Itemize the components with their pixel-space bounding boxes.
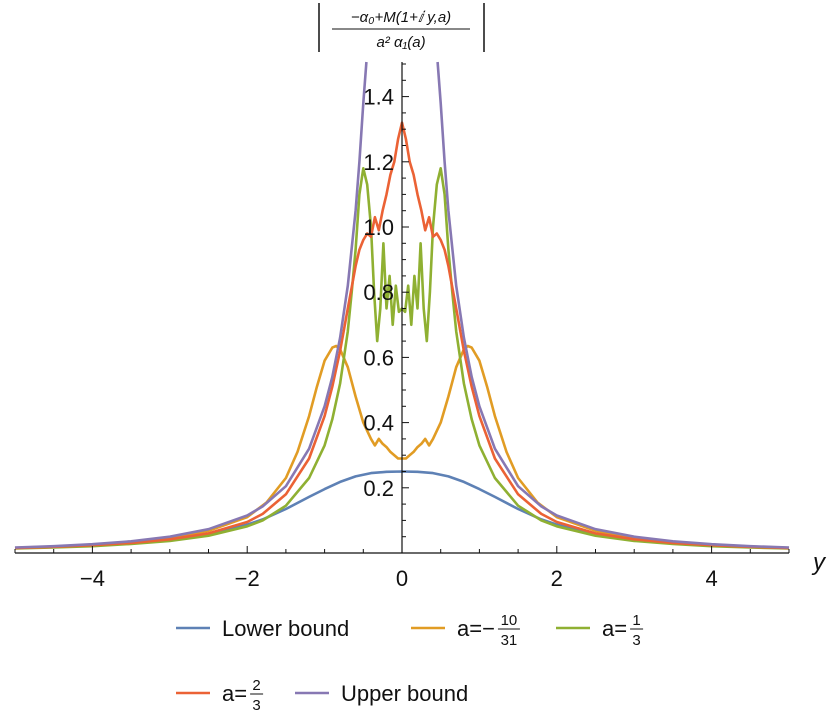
x-tick-label: 4 (705, 566, 717, 591)
legend-frac-denominator: 3 (632, 632, 640, 649)
x-axis-label: y (811, 549, 827, 576)
legend-frac-numerator: 1 (632, 612, 640, 629)
y-tick-label: 0.8 (363, 280, 394, 305)
y-tick-label: 0.6 (363, 345, 394, 370)
legend-frac-denominator: 3 (252, 697, 260, 714)
y-tick-label: 0.2 (363, 476, 394, 501)
legend-label: Upper bound (341, 681, 468, 706)
legend-item: a= 1 3 (556, 612, 644, 649)
y-label-numerator: −α₀+M(1+ⅈ y,a) (351, 9, 451, 26)
y-axis-label: −α₀+M(1+ⅈ y,a) a² α₁(a) (318, 3, 485, 52)
legend-label: a= (602, 616, 627, 641)
legend-label: Lower bound (222, 616, 349, 641)
y-tick-label: 1.2 (363, 150, 394, 175)
x-tick-label: 0 (396, 566, 408, 591)
legend-item: Lower bound (176, 616, 349, 641)
y-tick-label: 1.0 (363, 215, 394, 240)
legend-frac-numerator: 2 (252, 677, 260, 694)
x-tick-label: 2 (551, 566, 563, 591)
y-tick-label: 0.4 (363, 411, 394, 436)
legend-label: a=− (457, 616, 495, 641)
axes (15, 62, 789, 554)
x-tick-label: −2 (235, 566, 260, 591)
legend-frac-numerator: 10 (501, 612, 518, 629)
series-line-upper-bound (436, 61, 790, 549)
series-line-upper-bound (14, 61, 368, 549)
legend-label: a= (222, 681, 247, 706)
legend: Lower bound a=− 10 31 a= 1 3 a= 2 3 Upper bound (176, 612, 644, 714)
ticks: −4 −2 0 2 4 0.2 0.4 0.6 0.8 1.0 1.2 1.4 (14, 63, 790, 591)
y-tick-label: 1.4 (363, 85, 394, 110)
legend-item: a=− 10 31 (411, 612, 520, 649)
legend-item: Upper bound (295, 681, 468, 706)
x-tick-label: −4 (80, 566, 105, 591)
legend-frac-denominator: 31 (501, 632, 518, 649)
y-label-denominator: a² α₁(a) (376, 34, 425, 51)
legend-item: a= 2 3 (176, 677, 264, 714)
